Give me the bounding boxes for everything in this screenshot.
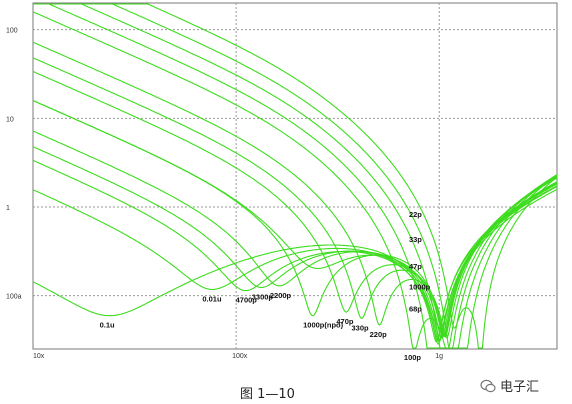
series-line — [32, 57, 558, 338]
series-label: 0.1u — [100, 321, 115, 330]
x-tick-label: 100x — [232, 353, 248, 360]
tick-labels: 10x 100x 1g 100 10 1 100a — [6, 28, 443, 360]
series-label: 22p — [409, 210, 422, 219]
series-line — [33, 3, 558, 349]
y-tick-label: 1 — [6, 205, 10, 212]
series-line — [32, 70, 558, 338]
series-group — [32, 3, 558, 349]
series-label: 0.01u — [202, 294, 222, 303]
wechat-icon — [480, 379, 496, 392]
series-label: 4700p — [236, 296, 258, 305]
series-label: 1000p(npo) — [303, 321, 344, 330]
series-line — [32, 11, 558, 349]
series-line — [33, 3, 558, 349]
series-label: 470p — [336, 317, 354, 326]
y-tick-label: 10 — [6, 116, 14, 123]
watermark: 电子汇 — [480, 376, 539, 395]
series-label: 47p — [409, 262, 422, 271]
series-label: 68p — [409, 305, 422, 314]
series-label: 100p — [404, 353, 422, 362]
x-tick-label: 1g — [435, 353, 443, 360]
y-tick-label: 100 — [6, 28, 18, 35]
series-label: 33p — [409, 235, 422, 244]
figure-caption: 图 1—10 — [240, 387, 295, 402]
watermark-text: 电子汇 — [500, 380, 540, 395]
series-labels: 0.1u0.01u 4700p3300p2200p1000p1000p(npo)4… — [100, 210, 431, 362]
series-line — [32, 41, 558, 339]
series-label: 3300p — [252, 292, 274, 301]
series-line — [33, 3, 558, 349]
series-line — [33, 3, 558, 349]
x-tick-label: 10x — [33, 353, 45, 360]
series-label: 1000p — [409, 282, 431, 291]
series-label: 2200p — [270, 291, 292, 300]
series-label: 330p — [352, 323, 370, 332]
y-tick-label: 100a — [6, 294, 22, 301]
series-line — [32, 182, 558, 340]
series-label: 220p — [370, 330, 388, 339]
